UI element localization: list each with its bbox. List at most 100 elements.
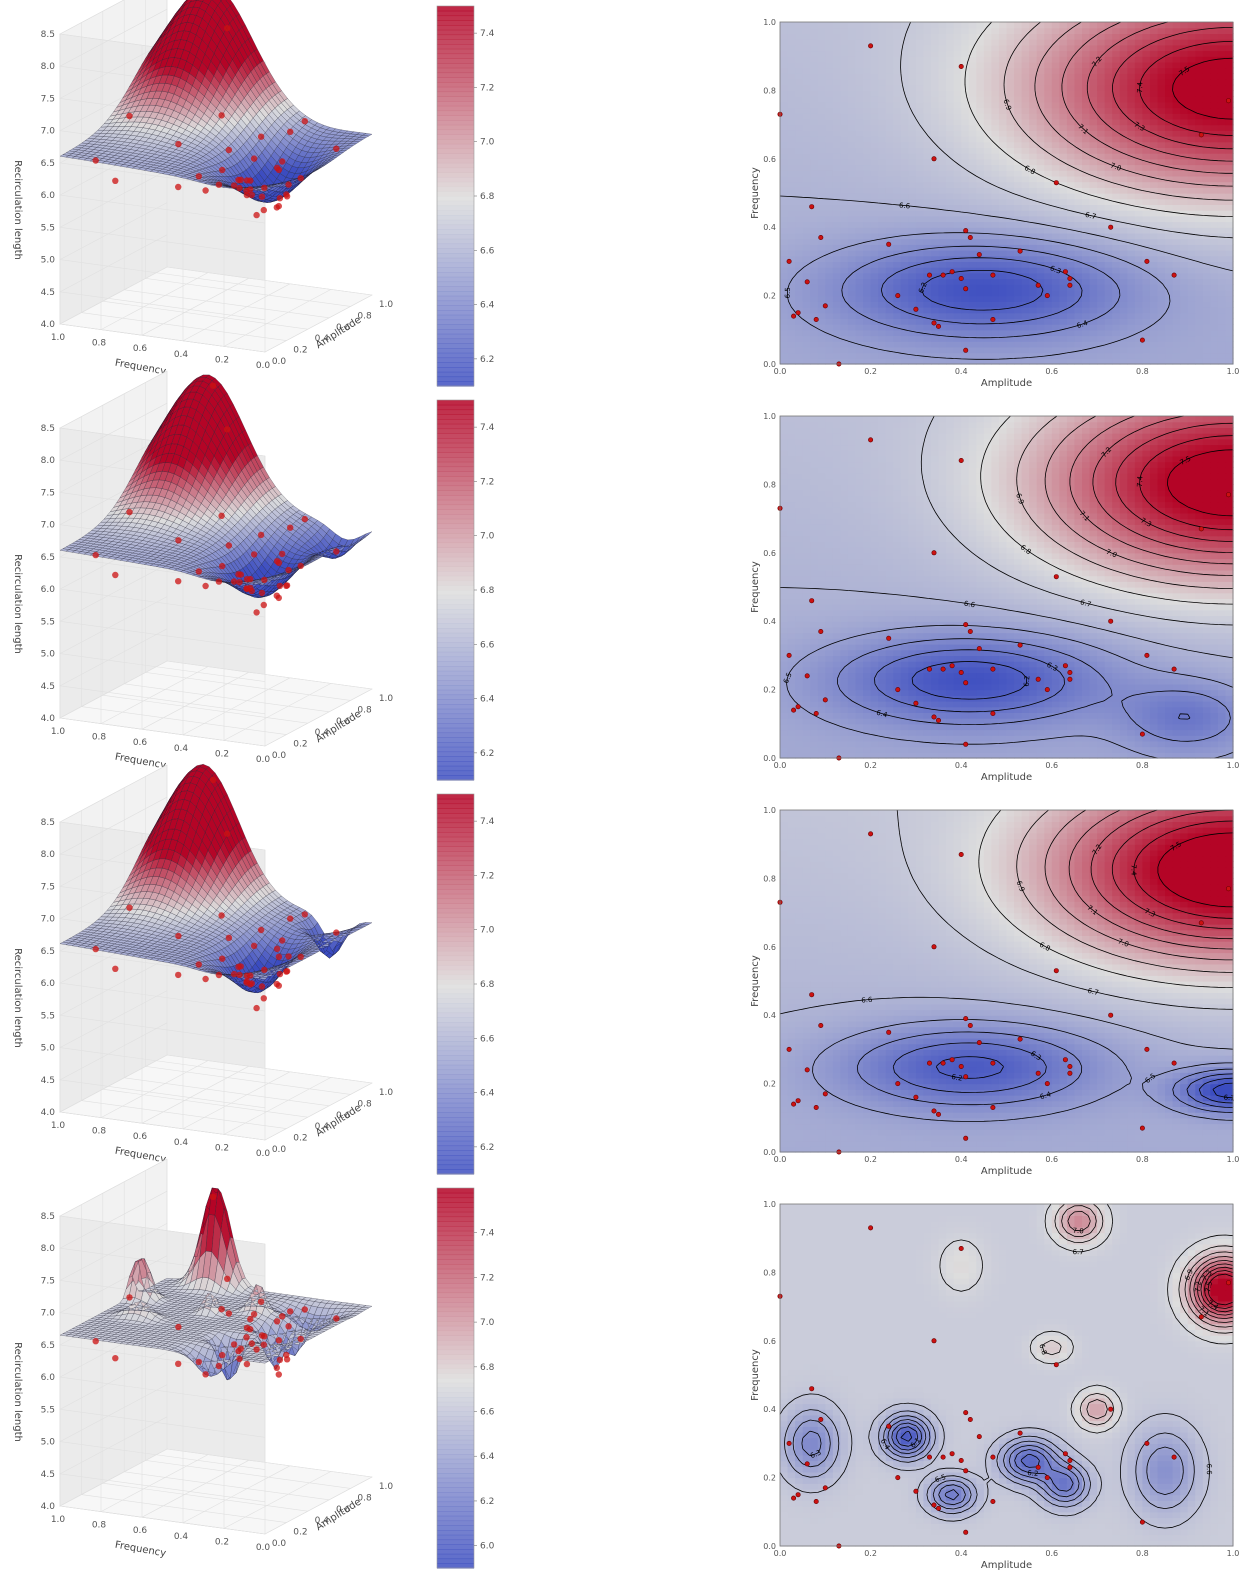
sample-point [796,311,800,315]
sample-point [276,595,282,601]
sample-point [175,1361,181,1367]
sample-point [1054,575,1058,579]
z-tick-label: 8.0 [41,1244,56,1254]
sample-point [202,583,208,589]
sample-point [1172,667,1176,671]
contour-label: 6.6 [1205,1463,1213,1475]
sample-point [285,567,291,573]
sample-point [126,509,132,515]
y-tick-label: 0.4 [174,744,189,754]
x-tick-label: 1.0 [379,1088,394,1098]
y-tick-label: 0.0 [256,1543,271,1553]
sample-point [896,1081,900,1085]
sample-point [175,1324,181,1330]
sample-point [814,317,818,321]
x-tick-label: 0.8 [1136,1549,1149,1558]
sample-point [941,1455,945,1459]
sample-point [991,1105,995,1109]
z-tick-label: 8.0 [41,456,56,466]
sample-point [1145,1047,1149,1051]
x-tick-label: 0.6 [1045,367,1058,376]
sample-point [896,293,900,297]
sample-point [196,961,202,967]
y-axis-label: Frequency [114,752,167,772]
sample-point [302,1306,308,1312]
z-tick-label: 5.0 [41,256,56,266]
colorbar-tick-label: 6.4 [480,1452,495,1462]
z-ticks: 8.58.07.57.06.56.05.55.04.54.0 [41,30,56,330]
colorbar-tick-label: 6.6 [480,1408,495,1418]
sample-point [810,993,814,997]
sample-point [259,1332,265,1338]
colorbar-tick-label: 7.0 [480,926,495,936]
x-tick-label: 1.0 [379,694,394,704]
sample-point [959,1458,963,1462]
sample-point [819,235,823,239]
sample-point [1063,1452,1067,1456]
colorbar-tick-label: 6.8 [480,586,495,596]
sample-point [814,1105,818,1109]
colorbar-tick-label: 7.0 [480,1318,495,1328]
sample-point [112,966,118,972]
z-tick-label: 5.0 [41,1438,56,1448]
sample-point [231,971,237,977]
sample-point [1145,259,1149,263]
z-tick-label: 6.0 [41,1373,56,1383]
y-ticks: 0.00.20.40.60.81.0 [763,412,776,763]
contour-label: 7.0 [1072,1227,1084,1236]
colorbar-tick-label: 6.8 [480,192,495,202]
sample-point [959,276,963,280]
sample-point [959,852,963,856]
y-tick-label: 1.0 [763,1200,776,1209]
sample-point [823,698,827,702]
z-tick-label: 8.5 [41,424,55,434]
sample-point [941,273,945,277]
sample-point [93,552,99,558]
y-tick-label: 0.0 [763,1542,776,1551]
sample-point [964,1136,968,1140]
y-axis-label: Frequency [750,955,761,1007]
y-tick-label: 0.6 [133,1526,148,1536]
y-tick-label: 0.8 [763,86,776,95]
y-tick-label: 1.0 [763,806,776,815]
sample-point [196,1359,202,1365]
sample-point [276,1371,282,1377]
x-tick-label: 1.0 [1227,761,1240,770]
colorbar-tick-label: 6.4 [480,695,495,705]
sample-point [964,742,968,746]
sample-point [950,270,954,274]
sample-point [126,905,132,911]
sample-point [868,1226,872,1230]
z-axis-label: Recirculation length [12,948,23,1048]
z-tick-label: 8.5 [41,1212,55,1222]
sample-point [932,1503,936,1507]
sample-point [932,1339,936,1343]
y-ticks: 0.00.20.40.60.81.0 [763,806,776,1157]
sample-point [216,578,222,584]
y-tick-label: 0.2 [215,749,229,759]
z-tick-label: 7.0 [41,1309,56,1319]
y-tick-label: 0.6 [133,1132,148,1142]
sample-point [791,1102,795,1106]
colorbar-tick-label: 6.0 [480,1542,495,1552]
sample-point [1140,732,1144,736]
sample-point [1226,887,1230,891]
sample-point [261,1342,267,1348]
sample-point [1140,1126,1144,1130]
contour-label: 6.2 [1027,1469,1039,1478]
y-tick-label: 1.0 [51,727,66,737]
contour-label: 7.4 [1136,475,1145,487]
sample-point [261,185,267,191]
x-tick-label: 0.4 [955,1549,968,1558]
sample-point [810,205,814,209]
sample-point [216,1363,222,1369]
sample-point [231,182,237,188]
contour-label: 6.5 [784,287,792,298]
sample-point [964,1469,968,1473]
sample-point [968,1023,972,1027]
x-axis-label: Amplitude [981,1560,1032,1571]
contour-label: 7.4 [1130,864,1138,876]
sample-point [868,832,872,836]
sample-point [298,175,304,181]
sample-point [287,915,293,921]
